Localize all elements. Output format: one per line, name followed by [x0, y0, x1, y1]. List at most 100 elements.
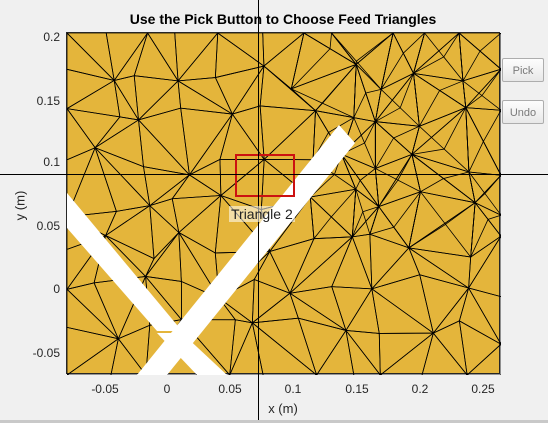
mesh-triangle[interactable] — [67, 108, 121, 149]
mesh-triangle[interactable] — [331, 286, 373, 332]
mesh-triangle[interactable] — [411, 153, 476, 204]
mesh-triangle[interactable] — [94, 147, 151, 212]
mesh-triangle[interactable] — [468, 171, 501, 204]
mesh-triangle[interactable] — [143, 166, 191, 207]
mesh-triangle[interactable] — [466, 343, 501, 375]
mesh-triangle[interactable] — [370, 247, 421, 290]
xtick-label: 0.1 — [284, 382, 302, 396]
mesh-triangle[interactable] — [380, 33, 425, 90]
mesh-axes[interactable] — [66, 32, 501, 375]
mesh-triangle[interactable] — [465, 107, 501, 176]
mesh-triangle[interactable] — [407, 201, 476, 258]
mesh-triangle[interactable] — [259, 105, 317, 161]
mesh-triangle[interactable] — [67, 288, 120, 340]
mesh-triangle[interactable] — [289, 292, 347, 331]
mesh-edges — [67, 33, 501, 375]
mesh-triangle[interactable] — [470, 201, 501, 258]
xtick-label: 0.05 — [218, 382, 242, 396]
crosshair-horizontal — [0, 174, 548, 175]
mesh-triangle[interactable] — [171, 174, 223, 200]
mesh-triangle[interactable] — [94, 119, 144, 168]
ytick-label: 0 — [53, 282, 60, 296]
xtick-label: -0.05 — [91, 382, 119, 396]
antenna-strips — [67, 125, 355, 375]
mesh-triangle[interactable] — [331, 33, 394, 91]
mesh-triangle[interactable] — [177, 33, 219, 82]
mesh-triangle[interactable] — [214, 33, 265, 79]
mesh-triangle[interactable] — [149, 198, 180, 234]
mesh-triangle[interactable] — [290, 33, 357, 91]
mesh-triangle[interactable] — [355, 64, 382, 122]
mesh-triangle[interactable] — [316, 329, 355, 375]
ytick-label: 0.15 — [36, 94, 60, 108]
mesh-triangle[interactable] — [412, 33, 464, 83]
mesh-triangle[interactable] — [67, 107, 96, 161]
mesh-triangle[interactable] — [67, 68, 116, 110]
mesh-triangle[interactable] — [369, 191, 421, 249]
mesh-triangle[interactable] — [110, 337, 147, 375]
x-axis-label: x (m) — [268, 401, 298, 416]
mesh-triangle[interactable] — [309, 188, 357, 240]
ytick-label: 0.1 — [43, 155, 60, 169]
mesh-triangle[interactable] — [189, 113, 233, 176]
mesh-triangle[interactable] — [369, 205, 410, 249]
mesh-triangle[interactable] — [345, 287, 380, 334]
mesh-triangle[interactable] — [374, 153, 413, 208]
plot-title: Use the Pick Button to Choose Feed Trian… — [129, 11, 437, 27]
pick-button[interactable]: Pick — [502, 58, 544, 82]
mesh-triangle[interactable] — [432, 287, 470, 334]
mesh-triangle[interactable] — [432, 320, 468, 375]
mesh-triangle[interactable] — [408, 246, 469, 289]
mesh-triangle[interactable] — [171, 194, 223, 234]
mesh-triangle[interactable] — [137, 118, 191, 176]
undo-button[interactable]: Undo — [502, 100, 544, 124]
mesh-triangle[interactable] — [105, 33, 149, 82]
mesh-triangle[interactable] — [67, 79, 121, 118]
mesh-triangle[interactable] — [379, 332, 435, 375]
mesh-triangle[interactable] — [149, 204, 180, 260]
mesh-triangle[interactable] — [458, 33, 501, 83]
mesh-triangle[interactable] — [133, 75, 179, 121]
mesh-triangle[interactable] — [149, 174, 190, 207]
mesh-triangle[interactable] — [263, 109, 316, 161]
mesh-triangle[interactable] — [331, 235, 373, 290]
xtick-label: 0.2 — [411, 382, 429, 396]
mesh-triangle[interactable] — [408, 190, 476, 259]
xtick-label: 0.15 — [345, 382, 369, 396]
mesh-triangle[interactable] — [290, 33, 358, 90]
mesh-triangle[interactable] — [67, 326, 120, 375]
antenna-mesh-plot[interactable] — [67, 33, 501, 375]
antenna-strip-lower — [157, 333, 227, 375]
mesh-triangle[interactable] — [468, 171, 501, 216]
mesh-triangle[interactable] — [251, 321, 318, 375]
mesh-triangle[interactable] — [288, 286, 347, 332]
mesh-triangle[interactable] — [370, 274, 434, 335]
mesh-triangle[interactable] — [133, 33, 179, 82]
mesh-triangle[interactable] — [231, 65, 265, 115]
ytick-label: 0.05 — [36, 219, 60, 233]
mesh-triangle[interactable] — [458, 320, 501, 375]
y-axis-label: y (m) — [12, 190, 28, 221]
mesh-triangle[interactable] — [458, 33, 501, 82]
mesh-triangle[interactable] — [467, 235, 501, 298]
mesh-triangle[interactable] — [351, 188, 380, 238]
mesh-triangle[interactable] — [374, 120, 420, 170]
mesh-triangle[interactable] — [421, 332, 468, 375]
mesh-triangle[interactable] — [374, 121, 420, 156]
mesh-triangle[interactable] — [369, 233, 410, 290]
mesh-triangle[interactable] — [331, 33, 394, 65]
mesh-triangle[interactable] — [288, 236, 353, 294]
mesh-triangle[interactable] — [371, 287, 435, 334]
mesh-triangle[interactable] — [251, 317, 318, 375]
mesh-triangle[interactable] — [188, 158, 222, 197]
mesh-triangle[interactable] — [412, 33, 464, 82]
mesh-triangle[interactable] — [67, 337, 119, 375]
triangle-tooltip: Triangle 2 — [229, 206, 295, 222]
mesh-triangle[interactable] — [113, 33, 148, 82]
mesh-triangle[interactable] — [67, 282, 119, 340]
mesh-triangle[interactable] — [411, 106, 470, 173]
ytick-label: 0.2 — [43, 30, 60, 44]
mesh-triangle[interactable] — [458, 287, 501, 345]
mesh-triangle[interactable] — [231, 105, 265, 161]
mesh-triangle[interactable] — [345, 330, 381, 375]
